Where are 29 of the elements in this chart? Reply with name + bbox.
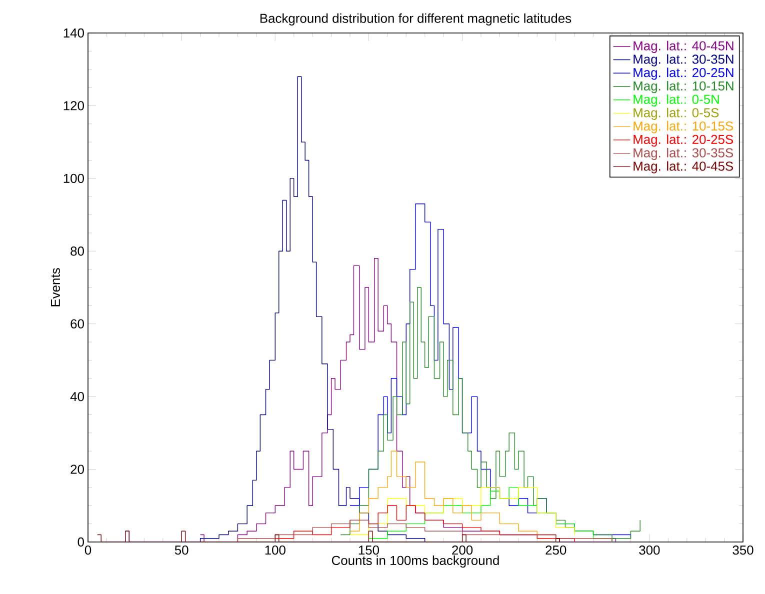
y-tick-label: 120: [64, 101, 84, 110]
y-tick-label: 100: [64, 174, 84, 184]
legend-label: Mag. lat.: 30-35S: [634, 148, 734, 160]
x-tick-label: 250: [546, 546, 566, 555]
x-tick-label: 300: [639, 546, 660, 555]
chart-title: Background distribution for different magnetic latitudes: [260, 13, 572, 26]
x-axis-title: Counts in 100ms background: [332, 556, 499, 568]
legend-label: Mag. lat.: 0-5S: [634, 108, 719, 120]
y-tick-label: 80: [70, 246, 84, 256]
legend-label: Mag. lat.: 10-15N: [634, 81, 734, 94]
x-tick-label: 150: [358, 546, 380, 555]
y-axis-title: Events: [51, 268, 60, 306]
y-tick-label: 60: [70, 319, 84, 328]
x-tick-label: 50: [174, 546, 188, 555]
x-tick-label: 100: [265, 546, 286, 555]
legend-label: Mag. lat.: 10-15S: [634, 121, 734, 134]
x-tick-label: 0: [84, 546, 92, 555]
legend-label: Mag. lat.: 20-25S: [634, 134, 734, 147]
y-tick-label: 0: [78, 537, 84, 547]
legend-label: Mag. lat.: 20-25N: [634, 68, 734, 80]
legend-label: Mag. lat.: 40-45S: [634, 161, 734, 174]
y-tick-label: 140: [64, 28, 84, 38]
legend-label: Mag. lat.: 40-45N: [634, 40, 734, 53]
legend-label: Mag. lat.: 30-35N: [634, 54, 734, 66]
y-tick-label: 40: [70, 392, 84, 402]
x-tick-label: 200: [452, 546, 473, 555]
x-tick-label: 350: [732, 546, 754, 555]
legend-label: Mag. lat.: 0-5N: [634, 94, 719, 106]
y-tick-label: 20: [70, 464, 84, 474]
